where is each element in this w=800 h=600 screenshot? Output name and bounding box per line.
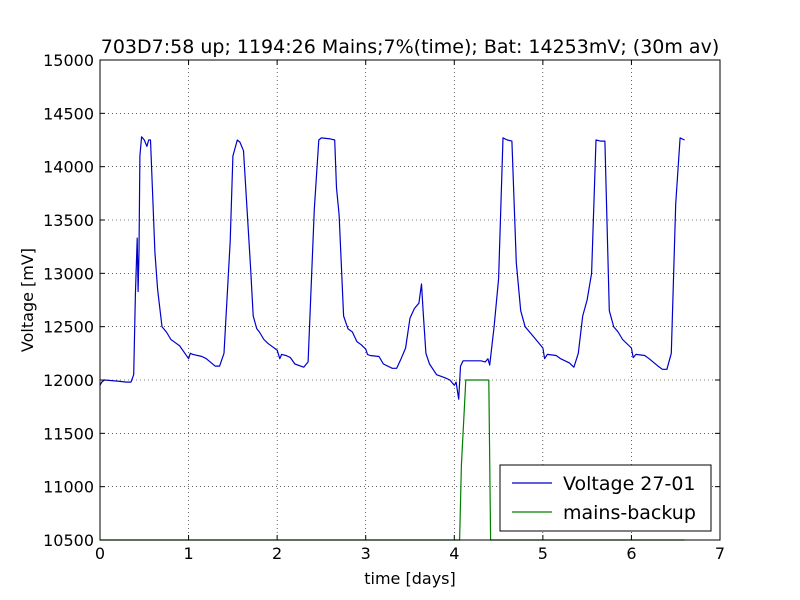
x-tick-label: 5 xyxy=(538,544,548,563)
legend-label-0: Voltage 27-01 xyxy=(563,473,696,495)
plot-area xyxy=(100,60,720,540)
x-axis-label: time [days] xyxy=(364,569,455,588)
y-tick-label: 11500 xyxy=(43,424,94,443)
legend: Voltage 27-01 mains-backup xyxy=(499,464,712,532)
x-tick-label: 1 xyxy=(183,544,193,563)
y-tick-label: 14500 xyxy=(43,104,94,123)
x-tick-label: 4 xyxy=(449,544,459,563)
x-tick-label: 3 xyxy=(361,544,371,563)
y-tick-label: 12000 xyxy=(43,371,94,390)
x-tick-label: 2 xyxy=(272,544,282,563)
y-tick-label: 13000 xyxy=(43,264,94,283)
y-tick-label: 14000 xyxy=(43,158,94,177)
axis-ticks: 0 1 2 3 4 5 6 7 10500 11000 11500 12000 12500 13000 13… xyxy=(43,51,725,563)
legend-box xyxy=(499,464,712,532)
y-tick-label: 13500 xyxy=(43,211,94,230)
y-tick-label: 10500 xyxy=(43,531,94,550)
chart-title: 703D7:58 up; 1194:26 Mains;7%(time); Bat… xyxy=(101,36,720,58)
y-tick-label: 12500 xyxy=(43,318,94,337)
plot-frame xyxy=(99,59,721,541)
y-tick-label: 15000 xyxy=(43,51,94,70)
y-tick-label: 11000 xyxy=(43,478,94,497)
legend-label-1: mains-backup xyxy=(563,502,696,524)
series-line-1 xyxy=(100,379,685,541)
y-axis-label: Voltage [mV] xyxy=(18,248,37,352)
x-tick-label: 7 xyxy=(715,544,725,563)
x-tick-label: 0 xyxy=(95,544,105,563)
series-lines xyxy=(99,136,685,541)
series-line-0 xyxy=(99,136,685,400)
x-tick-label: 6 xyxy=(626,544,636,563)
